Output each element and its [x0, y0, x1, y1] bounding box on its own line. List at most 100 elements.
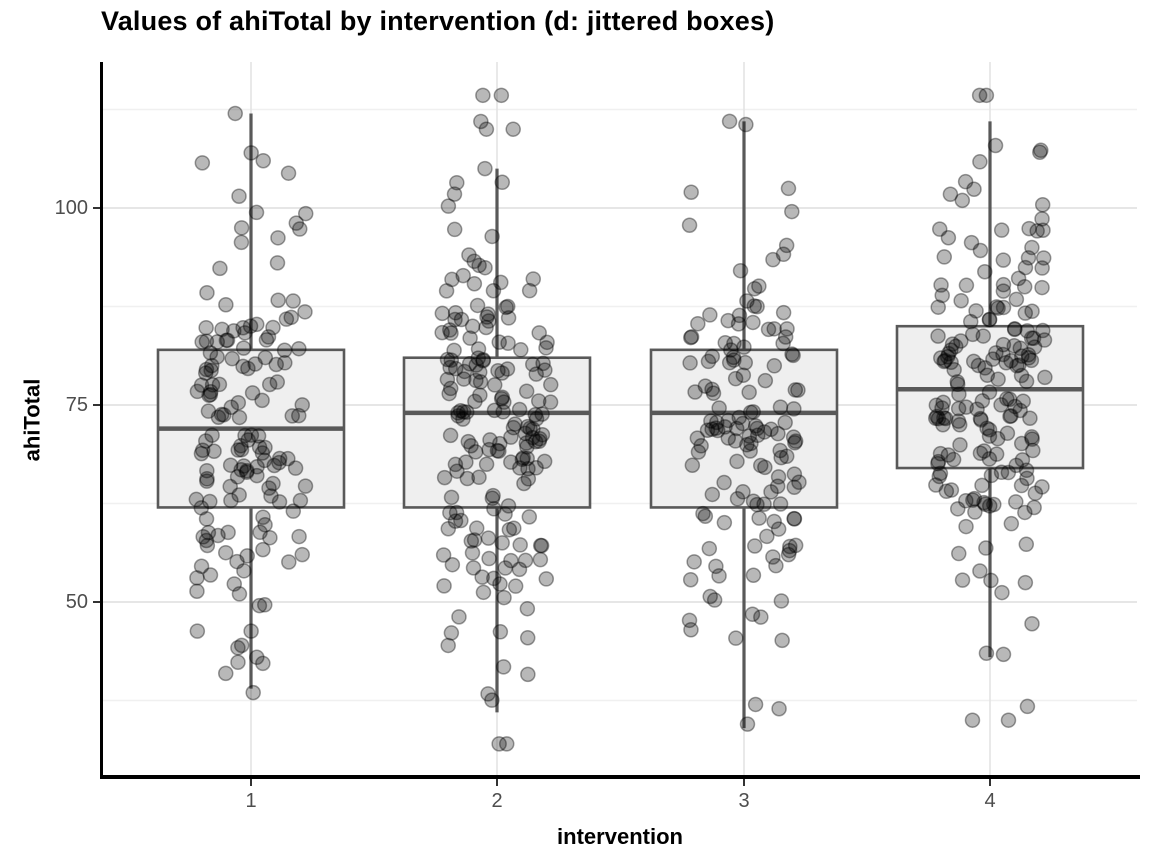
jitter-point: [464, 545, 481, 561]
jitter-point: [778, 448, 795, 465]
jitter-point: [447, 456, 464, 473]
jitter-point: [453, 311, 470, 328]
jitter-point: [693, 438, 709, 454]
jitter-point: [703, 413, 719, 429]
jitter-point: [786, 466, 803, 482]
jitter-point: [531, 325, 547, 341]
jitter-point: [987, 137, 1004, 154]
jitter-point: [222, 457, 239, 473]
jitter-point: [519, 450, 535, 467]
jitter-point: [1015, 393, 1031, 409]
jitter-point: [485, 282, 502, 299]
jitter-point: [964, 326, 981, 343]
jitter-point: [704, 486, 721, 503]
jitter-point: [742, 404, 759, 421]
jitter-point: [513, 342, 529, 358]
jitter-point: [753, 609, 769, 625]
jitter-point: [235, 358, 251, 375]
jitter-point: [683, 184, 699, 200]
jitter-point: [505, 121, 521, 137]
jitter-point: [773, 593, 790, 609]
jitter-point: [262, 529, 278, 546]
jitter-point: [265, 319, 281, 336]
jitter-point: [202, 386, 219, 403]
jitter-point: [291, 407, 307, 424]
jitter-point: [471, 257, 487, 274]
jitter-point: [209, 334, 226, 350]
jitter-point: [494, 174, 511, 191]
jitter-point: [260, 329, 277, 345]
jitter-point: [520, 461, 536, 477]
jitter-point: [248, 316, 265, 333]
jitter-point: [484, 228, 500, 245]
jitter-point: [787, 435, 803, 451]
x-tick-label: 2: [491, 790, 503, 812]
jitter-point: [930, 410, 947, 427]
jitter-point: [517, 425, 533, 442]
jitter-point: [478, 319, 494, 336]
jitter-point: [258, 332, 275, 348]
jitter-point: [749, 420, 765, 437]
jitter-point: [495, 404, 511, 420]
jitter-point: [481, 441, 497, 458]
jitter-point: [717, 334, 734, 351]
jitter-point: [939, 349, 956, 365]
jitter-point: [981, 421, 998, 438]
jitter-point: [520, 471, 537, 487]
jitter-point: [227, 105, 243, 122]
jitter-point: [484, 490, 501, 507]
jitter-point: [735, 484, 751, 500]
jitter-point: [199, 284, 215, 301]
jitter-point: [197, 365, 214, 381]
jitter-point: [704, 348, 720, 365]
jitter-point: [278, 311, 295, 327]
jitter-point: [280, 450, 296, 467]
jitter-point: [455, 267, 471, 284]
jitter-point: [932, 465, 949, 482]
jitter-point: [1007, 398, 1023, 415]
jitter-point: [292, 221, 308, 237]
jitter-point: [297, 478, 314, 494]
jitter-point: [532, 537, 549, 554]
jitter-point: [261, 480, 277, 496]
jitter-point: [978, 540, 994, 556]
jitter-point: [475, 87, 491, 104]
jitter-point: [1035, 322, 1051, 339]
jitter-point: [231, 487, 247, 503]
jitter-point: [787, 537, 804, 554]
jitter-point: [1012, 340, 1029, 357]
box: [895, 324, 1085, 470]
jitter-point: [189, 623, 206, 639]
jitter-point: [953, 292, 969, 309]
jitter-point: [494, 365, 510, 381]
jitter-point: [493, 274, 509, 291]
jitter-point: [966, 490, 983, 507]
jitter-point: [240, 360, 256, 377]
jitter-point: [1019, 698, 1036, 715]
jitter-point: [281, 554, 297, 570]
jitter-point: [786, 401, 802, 417]
jitter-point: [449, 174, 465, 191]
jitter-point: [249, 467, 265, 484]
jitter-point: [434, 324, 450, 341]
jitter-point: [751, 510, 767, 526]
jitter-point: [217, 544, 234, 561]
jitter-point: [729, 491, 746, 507]
jitter-point: [695, 505, 711, 522]
jitter-point: [226, 576, 243, 592]
jitter-point: [198, 433, 214, 449]
jitter-point: [194, 334, 210, 350]
jitter-point: [231, 188, 247, 204]
jitter-point: [503, 552, 519, 569]
jitter-point: [998, 354, 1014, 371]
jitter-point: [257, 349, 274, 366]
jitter-point: [491, 736, 507, 752]
jitter-point: [760, 321, 777, 338]
jitter-point: [461, 355, 478, 372]
jitter-point: [1000, 464, 1017, 481]
jitter-point: [937, 352, 953, 369]
jitter-point: [1017, 259, 1034, 276]
jitter-point: [443, 625, 460, 641]
jitter-point: [720, 430, 737, 446]
jitter-point: [965, 492, 981, 508]
